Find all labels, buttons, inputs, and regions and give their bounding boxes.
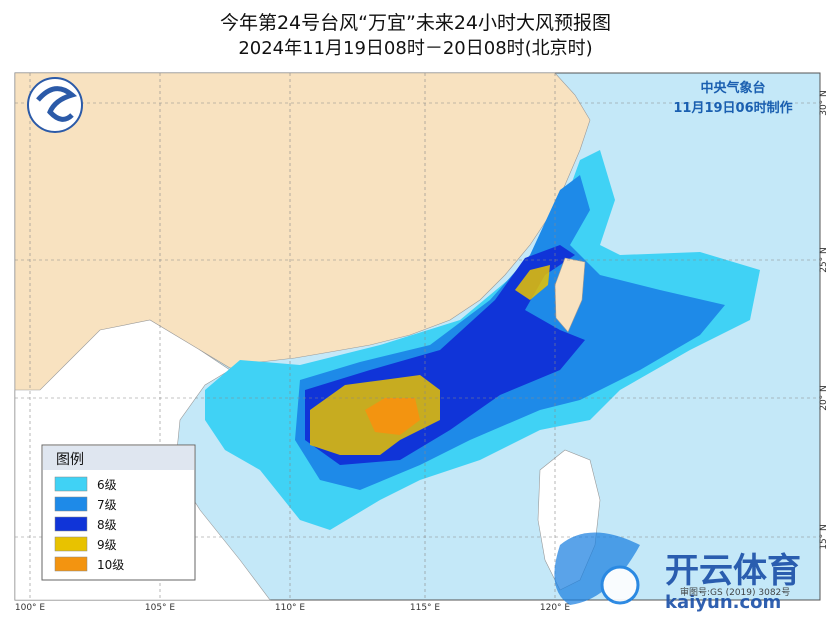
watermark: 开云体育 kaiyun.com 审图号:GS (2019) 3082号 bbox=[554, 532, 801, 613]
legend-header bbox=[43, 446, 194, 470]
legend: 图例 6级 7级 8级 9级 10级 bbox=[41, 444, 196, 581]
wind-zone bbox=[365, 398, 420, 435]
latitude-label: 15° N bbox=[819, 524, 829, 550]
legend-swatch bbox=[54, 536, 88, 552]
longitude-label: 110° E bbox=[275, 603, 306, 613]
latitude-label: 30° N bbox=[819, 90, 829, 116]
legend-swatch bbox=[54, 516, 88, 532]
map-number: 审图号:GS (2019) 3082号 bbox=[680, 586, 790, 598]
issue-time: 11月19日06时制作 bbox=[673, 100, 792, 116]
latitude-label: 25° N bbox=[819, 247, 829, 273]
legend-label: 6级 bbox=[97, 478, 117, 492]
watermark-site: kaiyun.com bbox=[665, 592, 781, 613]
longitude-label: 115° E bbox=[410, 603, 441, 613]
longitude-label: 105° E bbox=[145, 603, 176, 613]
cma-logo-mark bbox=[36, 86, 78, 122]
legend-swatch bbox=[54, 496, 88, 512]
legend-label: 8级 bbox=[97, 518, 117, 532]
legend-swatch bbox=[54, 476, 88, 492]
legend-label: 7级 bbox=[97, 498, 117, 512]
watermark-ball bbox=[600, 565, 640, 605]
watermark-logo bbox=[554, 532, 640, 605]
wind-zones bbox=[205, 150, 760, 530]
legend-label: 10级 bbox=[97, 558, 124, 572]
legend-title: 图例 bbox=[56, 452, 84, 468]
map-subtitle: 2024年11月19日08时－20日08时(北京时) bbox=[238, 38, 593, 59]
latitude-label: 20° N bbox=[819, 385, 829, 411]
grid: 100° E 105° E 110° E 115° E 120° E 30° N 25° N… bbox=[15, 73, 829, 613]
longitude-label: 120° E bbox=[540, 603, 571, 613]
legend-label: 9级 bbox=[97, 538, 117, 552]
map-title: 今年第24号台风“万宜”未来24小时大风预报图 bbox=[219, 12, 612, 34]
legend-swatch bbox=[54, 556, 88, 572]
watermark-brand: 开云体育 bbox=[665, 551, 801, 591]
land-china bbox=[14, 72, 591, 391]
longitude-label: 100° E bbox=[15, 603, 46, 613]
agency-name: 中央气象台 bbox=[700, 80, 765, 96]
